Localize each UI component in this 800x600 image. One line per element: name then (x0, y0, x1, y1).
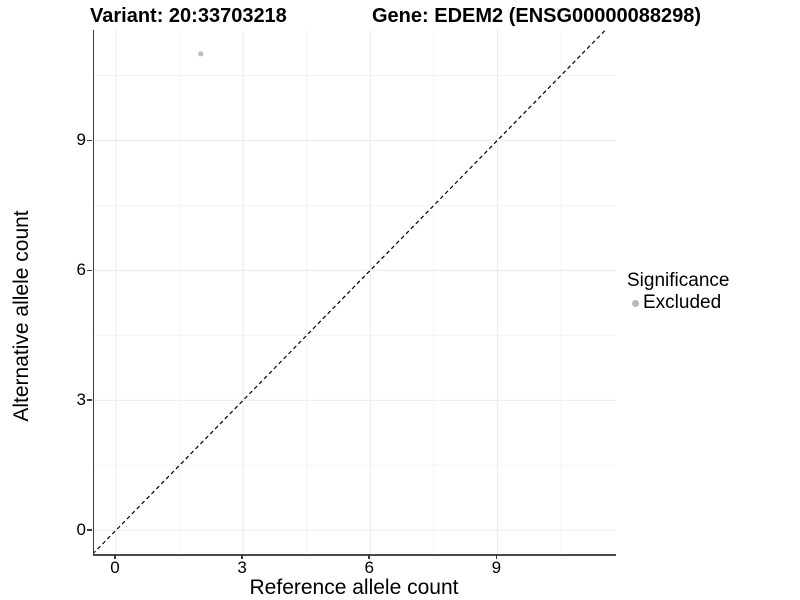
plot-title-variant: Variant: 20:33703218 (90, 5, 287, 27)
legend-item-excluded[interactable]: Excluded (627, 292, 729, 314)
plot-title-gene: Gene: EDEM2 (ENSG00000088298) (372, 5, 702, 27)
x-axis-tick-label: 0 (110, 558, 120, 577)
y-axis-title: Alternative allele count (10, 210, 33, 422)
legend-title: Significance (627, 270, 730, 291)
x-axis-tick (241, 554, 243, 559)
y-axis-tick-label: 0 (76, 520, 86, 540)
y-axis-tick (87, 139, 92, 142)
legend-item-label: Excluded (643, 292, 722, 313)
y-axis-tick-label: 9 (76, 130, 86, 150)
x-axis-tick-label: 3 (237, 558, 247, 577)
identity-line (94, 30, 606, 554)
y-axis-tick-label: 3 (76, 390, 86, 410)
y-axis-tick (87, 529, 92, 531)
plot-panel (93, 30, 616, 556)
y-axis-tick-label: 6 (76, 260, 86, 280)
x-axis-tick (495, 554, 498, 559)
chart-canvas (94, 30, 616, 554)
y-axis-tick (87, 399, 92, 402)
y-axis-tick (87, 269, 92, 272)
x-axis-tick (114, 554, 116, 559)
data-point[interactable] (198, 51, 204, 57)
x-axis-title: Reference allele count (249, 576, 459, 599)
x-axis-tick (368, 554, 371, 559)
legend: Significance Excluded (627, 269, 729, 314)
dot-icon (632, 299, 639, 307)
x-axis-tick-label: 6 (364, 558, 374, 577)
x-axis-tick-label: 9 (491, 558, 502, 577)
